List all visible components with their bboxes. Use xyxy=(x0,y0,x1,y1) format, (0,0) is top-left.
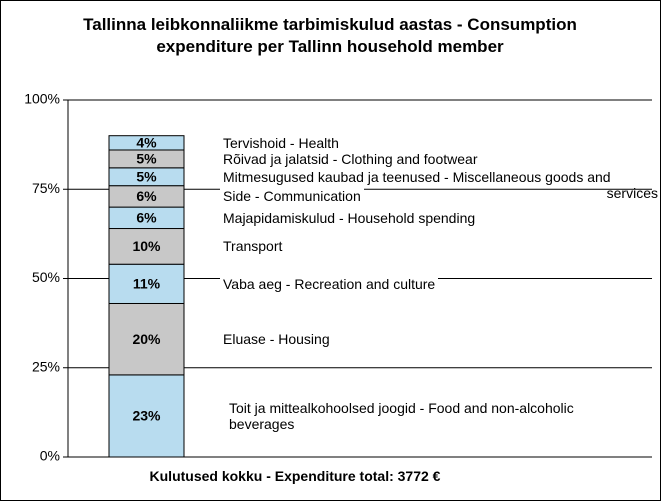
y-tick-label: 50% xyxy=(32,269,60,285)
data-label: 6% xyxy=(136,210,157,226)
y-tick-label: 25% xyxy=(32,358,60,374)
data-label: 10% xyxy=(132,238,161,254)
data-label: 11% xyxy=(133,276,161,292)
data-label: 20% xyxy=(132,331,161,347)
segment-label: Transport xyxy=(220,238,286,255)
bar-segment xyxy=(108,135,185,151)
segment-label: Eluase - Housing xyxy=(220,331,333,348)
y-tick-label: 75% xyxy=(32,180,60,196)
bar-segment xyxy=(108,228,185,265)
segment-label: Toit ja mittealkohoolsed joogid - Food a… xyxy=(226,399,612,432)
x-axis-label: Kulutused kokku - Expenditure total: 377… xyxy=(149,468,441,484)
y-tick-label: 0% xyxy=(40,448,60,464)
segment-label: Side - Communication xyxy=(220,188,364,205)
y-tick-label: 100% xyxy=(24,91,60,107)
data-label: 4% xyxy=(136,135,157,151)
segment-label: Tervishoid - Health xyxy=(220,134,342,151)
data-label: 5% xyxy=(136,151,157,167)
segment-label: Rõivad ja jalatsid - Clothing and footwe… xyxy=(220,150,481,167)
segment-label: Vaba aeg - Recreation and culture xyxy=(220,275,439,292)
data-label: 6% xyxy=(136,188,157,204)
data-label: 5% xyxy=(136,168,157,184)
segment-label: Mitmesugused kaubad ja teenused - Miscel… xyxy=(223,168,658,201)
chart-title: Tallinna leibkonnaliikme tarbimiskulud a… xyxy=(83,15,577,56)
segment-label: Majapidamiskulud - Household spending xyxy=(220,209,479,226)
data-label: 23% xyxy=(132,408,161,424)
